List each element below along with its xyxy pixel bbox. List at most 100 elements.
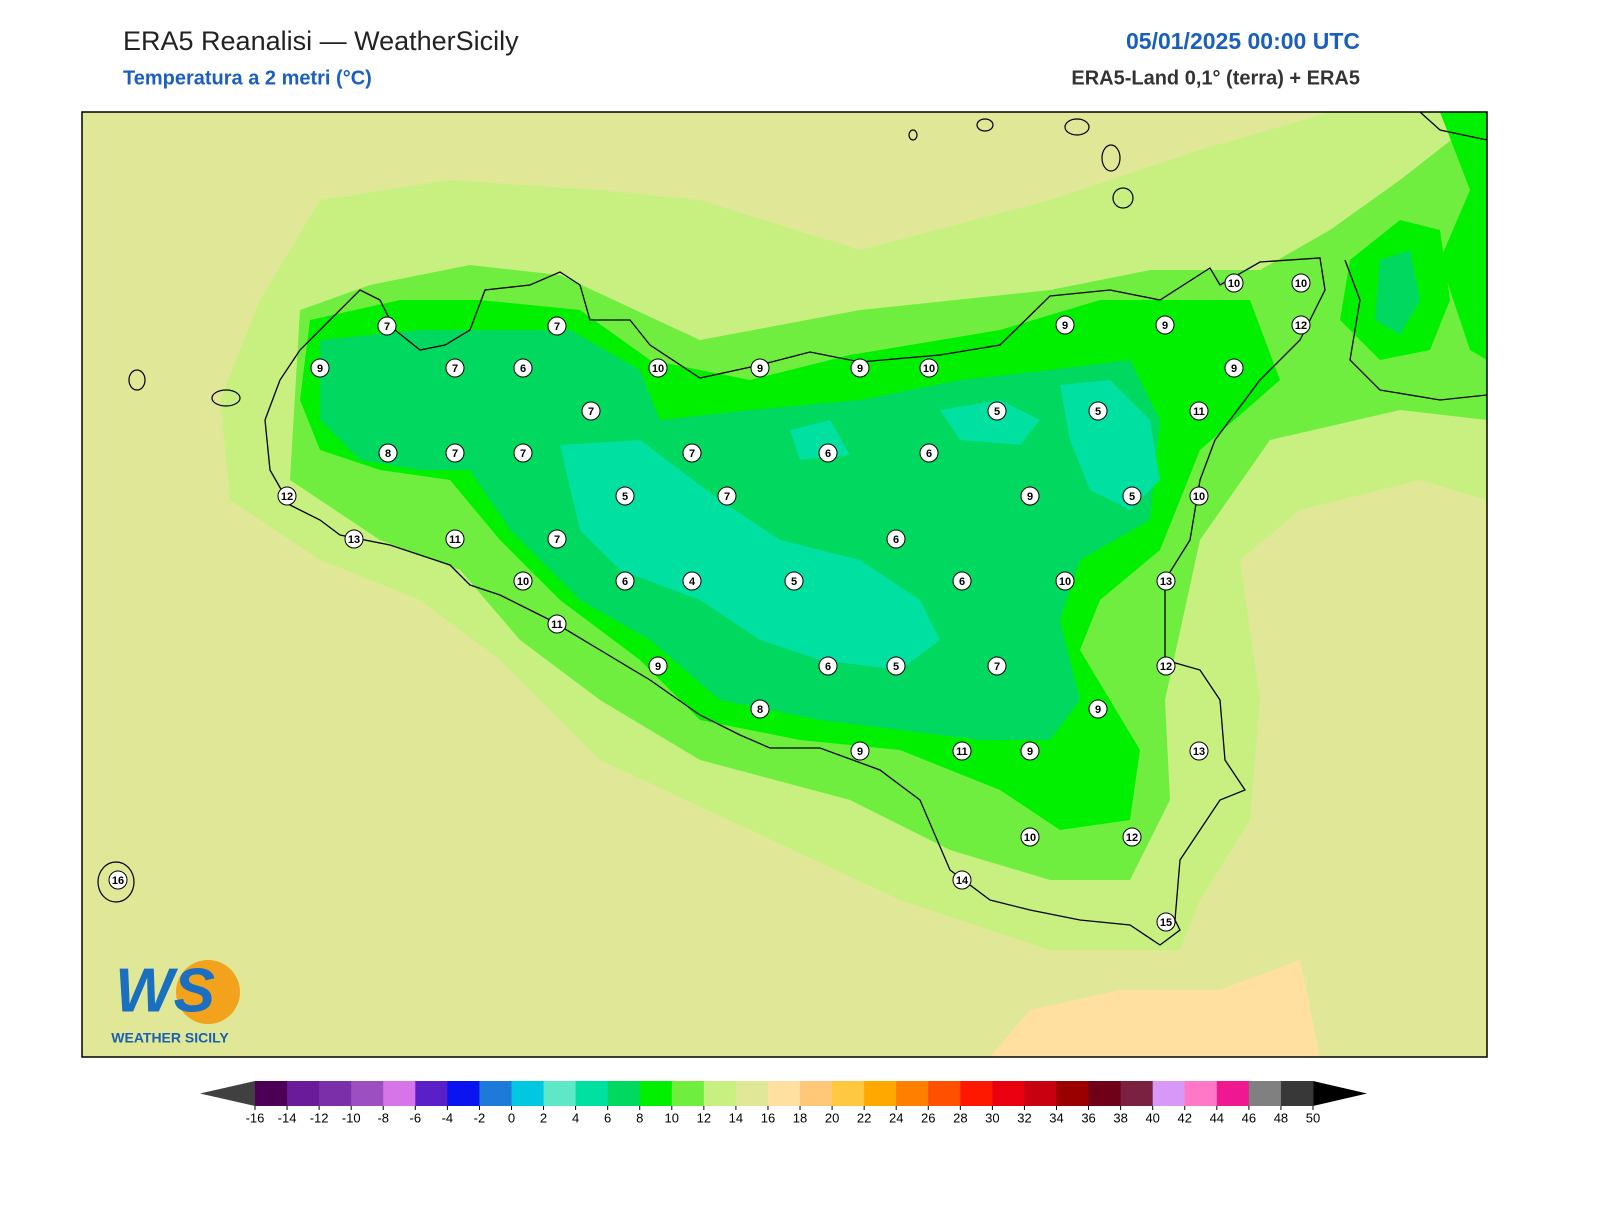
colorbar-tick-label: 42: [1178, 1110, 1192, 1125]
station-marker: [1156, 656, 1176, 676]
station-value: 7: [994, 661, 1000, 673]
station-value: 7: [588, 406, 594, 418]
station-marker: [1156, 571, 1176, 591]
station-marker: [919, 358, 939, 378]
station-value: 13: [1193, 746, 1205, 758]
station-value: 9: [655, 661, 661, 673]
station-marker: [818, 443, 838, 463]
colorbar-band: [511, 1081, 545, 1106]
colorbar-tick-label: -4: [442, 1110, 454, 1125]
station-marker: [513, 358, 533, 378]
station-value: 9: [1231, 363, 1237, 375]
colorbar-tick-label: 12: [697, 1110, 711, 1125]
station-marker: [682, 571, 702, 591]
colorbar-tick-label: 46: [1242, 1110, 1256, 1125]
station-value: 9: [857, 746, 863, 758]
station-value: 11: [956, 746, 968, 758]
station-marker: [682, 443, 702, 463]
colorbar-band: [1088, 1081, 1122, 1106]
station-marker: [1156, 912, 1176, 932]
colorbar-tick-label: 38: [1113, 1110, 1127, 1125]
colorbar-band: [543, 1081, 577, 1106]
station-value: 10: [1059, 576, 1071, 588]
colorbar-tick-label: 50: [1306, 1110, 1320, 1125]
station-value: 15: [1160, 917, 1172, 929]
station-value: 10: [1024, 832, 1036, 844]
colorbar-tick-label: 30: [985, 1110, 999, 1125]
station-marker: [615, 486, 635, 506]
colorbar-tick-label: -8: [377, 1110, 389, 1125]
colorbar: -16 -14 -12 -10 -8 -6 -4 -2 0 2 4 6 8 10 12 14 16 18 20 22 2…: [200, 1081, 1367, 1125]
colorbar-band: [735, 1081, 769, 1106]
station-value: 9: [1095, 704, 1101, 716]
station-marker: [1088, 699, 1108, 719]
colorbar-tick-label: 20: [825, 1110, 839, 1125]
colorbar-band: [960, 1081, 993, 1106]
colorbar-band: [832, 1081, 865, 1106]
logo-initials: WS: [115, 956, 215, 1025]
station-marker: [1291, 315, 1311, 335]
station-marker: [513, 571, 533, 591]
station-value: 6: [959, 576, 965, 588]
station-marker: [445, 529, 465, 549]
station-marker: [1055, 571, 1075, 591]
colorbar-band: [671, 1081, 705, 1106]
station-marker: [1088, 401, 1108, 421]
contour-6: [320, 250, 1420, 740]
station-value: 6: [893, 534, 899, 546]
colorbar-band: [800, 1081, 833, 1106]
station-value: 10: [517, 576, 529, 588]
station-value: 5: [994, 406, 1000, 418]
station-marker: [919, 443, 939, 463]
subtitle: Temperatura a 2 metri (°C): [123, 67, 372, 89]
colorbar-band: [575, 1081, 609, 1106]
station-value: 12: [1126, 832, 1138, 844]
colorbar-band: [992, 1081, 1025, 1106]
colorbar-tick-label: -16: [246, 1110, 265, 1125]
colorbar-tick-label: 6: [604, 1110, 611, 1125]
station-marker: [717, 486, 737, 506]
station-marker: [850, 358, 870, 378]
colorbar-tick-label: 26: [921, 1110, 935, 1125]
colorbar-tick-label: 34: [1049, 1110, 1063, 1125]
station-value: 7: [452, 363, 458, 375]
colorbar-band: [1120, 1081, 1154, 1106]
station-value: 6: [926, 448, 932, 460]
colorbar-band: [767, 1081, 801, 1106]
station-value: 7: [724, 491, 730, 503]
colorbar-tick-label: -6: [410, 1110, 422, 1125]
station-value: 5: [1095, 406, 1101, 418]
logo: WS WEATHER SICILY: [111, 956, 240, 1046]
station-marker: [952, 870, 972, 890]
colorbar-band: [1184, 1081, 1218, 1106]
contour-16: [990, 960, 1320, 1057]
colorbar-tick-label: 18: [793, 1110, 807, 1125]
colorbar-band: [928, 1081, 961, 1106]
colorbar-tick-label: -14: [278, 1110, 297, 1125]
station-marker: [987, 656, 1007, 676]
station-marker: [445, 358, 465, 378]
colorbar-tick-label: 40: [1145, 1110, 1159, 1125]
colorbar-band: [383, 1081, 416, 1106]
colorbar-band: [351, 1081, 384, 1106]
colorbar-under: [200, 1081, 255, 1106]
station-marker: [1224, 358, 1244, 378]
station-value: 8: [385, 448, 391, 460]
logo-name: WEATHER SICILY: [111, 1030, 229, 1046]
colorbar-over: [1313, 1081, 1367, 1106]
station-value: 6: [825, 661, 831, 673]
station-marker: [547, 529, 567, 549]
station-marker: [987, 401, 1007, 421]
station-marker: [784, 571, 804, 591]
colorbar-tick-label: 22: [857, 1110, 871, 1125]
station-marker: [581, 401, 601, 421]
colorbar-tick-label: 36: [1081, 1110, 1095, 1125]
station-value: 7: [452, 448, 458, 460]
colorbar-band: [864, 1081, 897, 1106]
station-value: 9: [1162, 320, 1168, 332]
station-value: 8: [757, 704, 763, 716]
station-marker: [1020, 741, 1040, 761]
station-value: 11: [1193, 406, 1205, 418]
station-marker: [648, 358, 668, 378]
